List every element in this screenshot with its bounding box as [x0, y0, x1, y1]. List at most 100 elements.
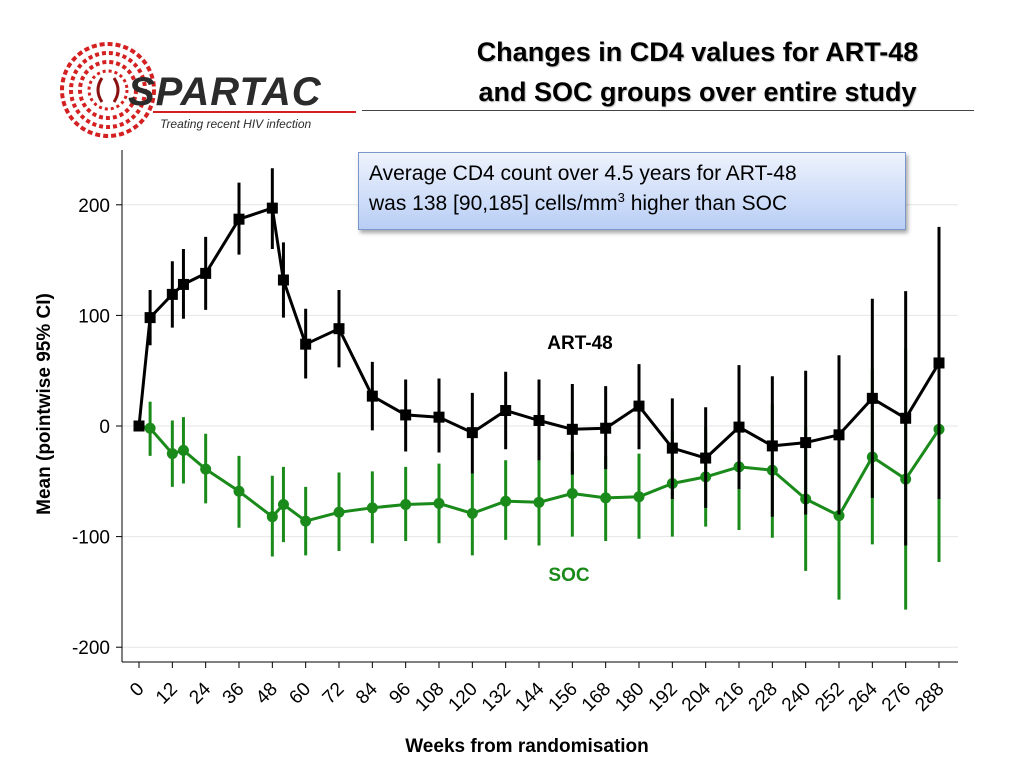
data-point	[500, 495, 512, 507]
data-point	[666, 442, 678, 454]
y-axis-ticks: -200 -100 0 100 200	[72, 196, 122, 659]
data-point	[144, 422, 156, 434]
x-tick-label: 156	[545, 679, 582, 716]
data-point	[200, 267, 212, 279]
data-point	[300, 338, 312, 350]
series-label-art48: ART-48	[547, 333, 612, 354]
x-tick-label: 84	[352, 678, 382, 708]
data-point	[766, 440, 778, 452]
logo-outer-ring	[60, 42, 156, 138]
annotation-line-2-end: higher than SOC	[624, 192, 788, 215]
x-tick-label: 132	[478, 679, 515, 716]
series-line	[138, 424, 941, 523]
data-point	[144, 312, 156, 324]
data-point	[233, 485, 245, 497]
data-point	[633, 400, 645, 412]
data-point	[833, 510, 845, 522]
data-point	[700, 452, 712, 464]
x-tick-label: 276	[878, 679, 915, 716]
x-tick-label: 36	[219, 679, 249, 709]
data-point	[833, 429, 845, 441]
y-tick-label: 100	[78, 306, 110, 327]
page-title: Changes in CD4 values for ART-48 and SOC…	[400, 32, 995, 112]
data-point	[266, 511, 278, 523]
title-divider	[362, 110, 974, 111]
data-point	[566, 487, 578, 499]
data-point	[277, 274, 289, 286]
annotation-superscript: 3	[617, 190, 625, 205]
data-point	[277, 499, 289, 511]
annotation-line-2: was 138 [90,185] cells/mm3 higher than S…	[369, 189, 905, 219]
data-point	[400, 409, 412, 421]
series-line	[137, 206, 941, 460]
x-tick-label: 60	[285, 679, 315, 709]
logo-wordmark: SPARTAC	[128, 70, 322, 114]
data-point	[366, 390, 378, 402]
data-point	[600, 492, 612, 504]
y-tick-label: -100	[72, 528, 110, 549]
data-point	[133, 420, 145, 432]
data-point	[177, 444, 189, 456]
data-point	[166, 288, 178, 300]
annotation-box: Average CD4 count over 4.5 years for ART…	[358, 152, 906, 230]
x-tick-label: 192	[645, 679, 682, 716]
annotation-line-2-text: was 138 [90,185] cells/mm	[369, 192, 618, 215]
data-point	[900, 412, 912, 424]
y-tick-label: 200	[78, 196, 110, 217]
data-point	[400, 499, 412, 511]
title-line-1: Changes in CD4 values for ART-48	[476, 37, 919, 67]
data-point	[633, 491, 645, 503]
data-point	[433, 497, 445, 509]
data-point	[366, 502, 378, 514]
x-tick-label: 120	[445, 679, 482, 716]
x-tick-label: 240	[778, 679, 815, 716]
data-point	[200, 463, 212, 475]
x-axis-ticks: 0 12 24 36 48 60 72 84 9610812013214415616818019…	[126, 662, 949, 716]
data-point	[533, 414, 545, 426]
data-point	[233, 213, 245, 225]
chart-series	[133, 168, 945, 610]
x-tick-label: 204	[678, 678, 716, 716]
data-point	[333, 506, 345, 518]
logo-middle-ring	[69, 51, 147, 129]
x-tick-label: 24	[185, 678, 215, 708]
series-art48	[133, 168, 945, 546]
x-tick-label: 72	[319, 679, 349, 709]
annotation-line-1: Average CD4 count over 4.5 years for ART…	[369, 162, 797, 185]
data-point	[733, 421, 745, 433]
x-tick-label: 12	[152, 679, 182, 709]
logo-core-ring	[87, 69, 129, 111]
data-point	[600, 422, 612, 434]
data-point	[866, 392, 878, 404]
data-point	[933, 357, 945, 369]
x-tick-label: 168	[578, 679, 615, 716]
data-point	[466, 507, 478, 519]
x-axis-title: Weeks from randomisation	[405, 736, 649, 757]
data-point	[566, 423, 578, 435]
logo-inner-ring	[78, 60, 138, 120]
x-tick-label: 144	[511, 678, 549, 716]
data-point	[300, 515, 312, 527]
logo-tagline: Treating recent HIV infection	[160, 117, 312, 131]
series-label-soc: SOC	[548, 565, 589, 586]
chart-axes	[121, 150, 958, 663]
data-point	[533, 496, 545, 508]
x-tick-label: 264	[845, 678, 883, 716]
data-point	[433, 411, 445, 423]
title-line-2: and SOC groups over entire study	[478, 77, 917, 107]
spartac-logo-graphic: SPARTAC Treating recent HIV infection	[60, 42, 356, 138]
y-axis-title: Mean (pointwise 95% CI)	[34, 293, 55, 515]
logo-helix-icon	[96, 77, 120, 103]
data-point	[266, 202, 278, 214]
x-tick-label: 252	[811, 679, 848, 716]
data-point	[166, 448, 178, 460]
x-tick-label: 48	[252, 679, 282, 709]
data-point	[177, 278, 189, 290]
x-tick-label: 0	[126, 679, 148, 701]
x-tick-label: 288	[911, 679, 948, 716]
data-point	[333, 323, 345, 335]
data-point	[800, 437, 812, 449]
spartac-logo: SPARTAC Treating recent HIV infection	[58, 40, 358, 140]
x-tick-label: 228	[745, 679, 782, 716]
